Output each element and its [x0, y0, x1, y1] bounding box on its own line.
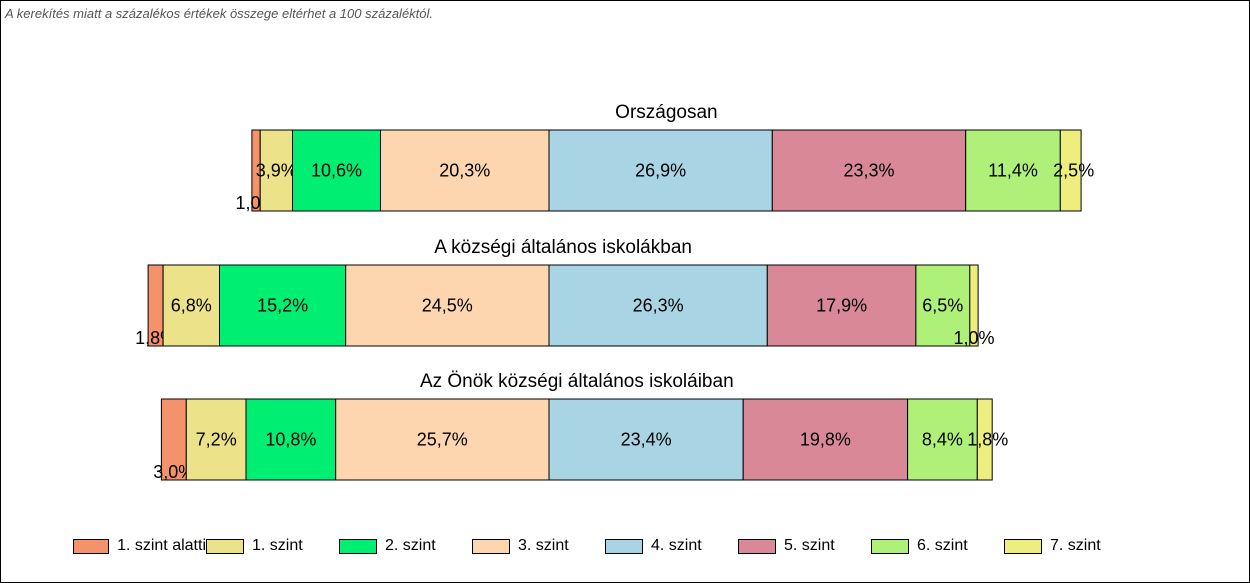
legend-item-3: 2. szint: [339, 537, 472, 555]
bar-3-label-1: 3,0%: [153, 462, 194, 482]
bar-1-label-5: 26,9%: [635, 161, 686, 181]
legend-swatch: [73, 538, 110, 554]
bar-1-label-8: 2,5%: [1053, 161, 1094, 181]
bar-1-segment-6: [771, 129, 967, 212]
bar-2-label-7: 6,5%: [922, 296, 963, 316]
bar-3-segment-8: [976, 398, 993, 481]
bar-3-segment-1: [160, 398, 187, 481]
legend-swatch: [738, 538, 776, 554]
legend-label: 3. szint: [518, 537, 569, 554]
bar-1-segment-5: [548, 129, 773, 212]
bar-1-segment-2: [259, 129, 294, 212]
bar-2-label-5: 26,3%: [633, 296, 684, 316]
legend-item-6: 5. szint: [738, 537, 871, 555]
bar-3-label-2: 7,2%: [196, 430, 237, 450]
legend-label: 5. szint: [784, 537, 835, 554]
bar-3-label-8: 1,8%: [967, 430, 1008, 450]
bar-3-segment-2: [185, 398, 247, 481]
bar-3-label-6: 19,8%: [800, 430, 851, 450]
bar-1-label-3: 10,6%: [311, 161, 362, 181]
bar-1-label-7: 11,4%: [988, 161, 1038, 181]
legend-label: 1. szint: [252, 537, 303, 554]
legend-item-4: 3. szint: [472, 537, 605, 555]
legend-label: 1. szint alatti: [117, 537, 206, 554]
legend-item-5: 4. szint: [605, 537, 738, 555]
bar-3-label-4: 25,7%: [417, 430, 468, 450]
bar-2-segment-5: [548, 264, 768, 347]
bar-title-2: A községi általános iskolákban: [434, 237, 692, 258]
legend-swatch: [206, 538, 244, 554]
bar-2-segment-2: [162, 264, 221, 347]
bar-2-label-6: 17,9%: [816, 296, 867, 316]
bar-3-segment-4: [335, 398, 550, 481]
legend-label: 2. szint: [385, 537, 436, 554]
legend-swatch: [605, 538, 643, 554]
bar-2-label-4: 24,5%: [422, 296, 473, 316]
bar-1-segment-7: [965, 129, 1061, 212]
bar-2-segment-6: [766, 264, 917, 347]
bar-2-label-3: 15,2%: [257, 296, 308, 316]
legend-label: 6. szint: [917, 537, 968, 554]
bar-1-segment-8: [1059, 129, 1082, 212]
bar-1-segment-4: [380, 129, 550, 212]
bar-1-label-2: 3,9%: [256, 161, 297, 181]
legend-item-8: 7. szint: [1004, 537, 1137, 555]
bar-2-segment-4: [345, 264, 550, 347]
legend-item-7: 6. szint: [871, 537, 1004, 555]
bar-2-segment-8: [969, 264, 979, 347]
bar-3-segment-7: [907, 398, 978, 481]
stacked-bar-chart: Országosan 1,0% 3,9% 10,6% 20,3% 26,9% 23,3% 11…: [135, 102, 1094, 482]
bar-2-label-8: 1,0%: [953, 328, 994, 348]
rounding-note: A kerekítés miatt a százalékos értékek ö…: [5, 6, 434, 21]
bar-1-segment-3: [292, 129, 381, 212]
bar-title-3: Az Önök községi általános iskoláiban: [420, 371, 734, 392]
legend: 1. szint alatti 1. szint 2. szint 3. szint 4…: [73, 537, 1137, 555]
legend-swatch: [472, 538, 510, 554]
legend-label: 7. szint: [1050, 537, 1101, 554]
legend-swatch: [871, 538, 909, 554]
legend-item-1: 1. szint alatti: [73, 537, 206, 555]
bar-title-1: Országosan: [615, 102, 717, 123]
bar-3-segment-6: [742, 398, 909, 481]
legend-swatch: [339, 538, 377, 554]
bar-1-label-4: 20,3%: [439, 161, 490, 181]
bar-3-label-3: 10,8%: [265, 430, 316, 450]
bar-1-label-6: 23,3%: [843, 161, 894, 181]
bar-3-segment-5: [548, 398, 744, 481]
bar-3-label-5: 23,4%: [621, 430, 672, 450]
legend-label: 4. szint: [651, 537, 702, 554]
bar-2-segment-3: [219, 264, 347, 347]
legend-swatch: [1004, 538, 1042, 554]
bar-2-label-2: 6,8%: [171, 296, 212, 316]
bar-2-segment-7: [915, 264, 971, 347]
legend-item-2: 1. szint: [206, 537, 339, 555]
bar-3-segment-3: [245, 398, 337, 481]
bar-3-label-7: 8,4%: [922, 430, 963, 450]
